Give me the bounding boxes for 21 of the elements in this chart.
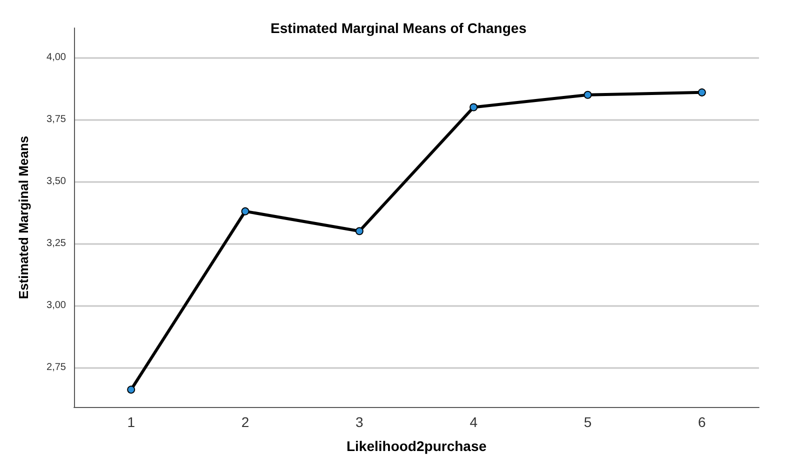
point — [470, 103, 478, 112]
y-axis-title: Estimated Marginal Means — [16, 136, 31, 300]
y-tick-label: 2,75 — [46, 362, 66, 373]
x-axis-title: Likelihood2purchase — [346, 438, 487, 454]
x-tick-label: 6 — [698, 414, 706, 430]
y-tick-label: 3,50 — [46, 176, 66, 188]
x-tick-label: 2 — [241, 414, 250, 430]
point — [127, 386, 136, 394]
point — [698, 88, 706, 96]
y-tick-label: 3,00 — [46, 300, 66, 311]
x-tick-label: 5 — [584, 414, 592, 430]
y-tick-label: 3,75 — [46, 114, 66, 126]
x-tick-label: 3 — [356, 414, 364, 430]
point — [355, 227, 364, 236]
x-tick-label: 4 — [470, 414, 478, 430]
x-tick-label: 1 — [127, 414, 136, 430]
y-tick-label: 3,25 — [46, 238, 66, 250]
y-tick-label: 4,00 — [46, 52, 66, 64]
chart-title: Estimated Marginal Means of Changes — [270, 20, 527, 36]
point — [241, 207, 250, 216]
point — [584, 90, 592, 99]
